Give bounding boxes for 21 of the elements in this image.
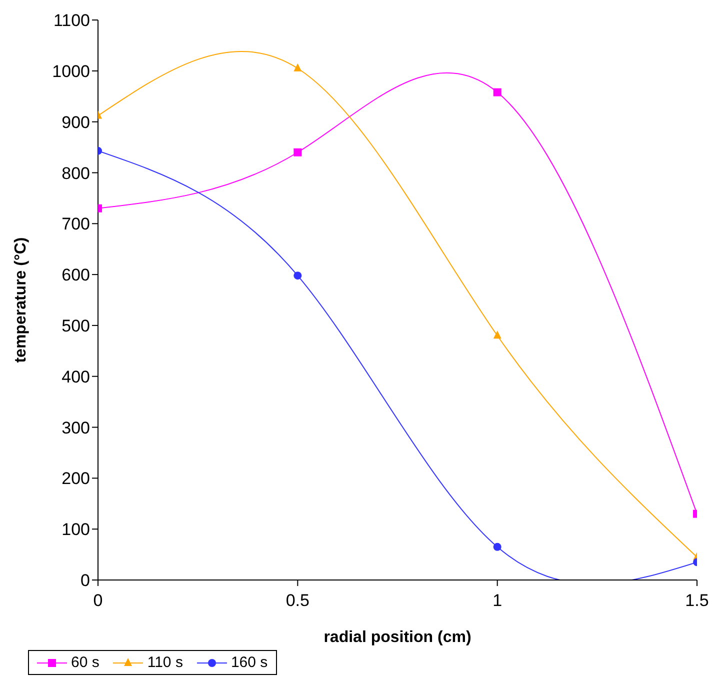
legend-label: 110 s bbox=[146, 654, 183, 671]
y-tick-label: 100 bbox=[62, 520, 90, 540]
x-tick-label: 0.5 bbox=[286, 591, 310, 610]
y-tick-label: 800 bbox=[62, 164, 90, 183]
y-tick-label: 400 bbox=[62, 367, 90, 386]
x-tick-label: 1.5 bbox=[685, 591, 709, 610]
y-tick-label: 200 bbox=[62, 469, 90, 488]
x-tick-label: 1 bbox=[492, 591, 502, 610]
legend-label: 160 s bbox=[230, 654, 268, 671]
legend-label: 60 s bbox=[70, 654, 100, 671]
y-tick-label: 700 bbox=[62, 214, 90, 234]
y-tick-label: 1000 bbox=[52, 62, 90, 81]
y-tick-label: 0 bbox=[80, 571, 90, 590]
y-tick-label: 900 bbox=[62, 112, 90, 132]
y-tick-label: 500 bbox=[62, 316, 90, 336]
y-tick-label: 1100 bbox=[53, 11, 90, 30]
y-tick-label: 300 bbox=[62, 418, 90, 438]
y-tick-label: 600 bbox=[62, 266, 90, 285]
x-tick-label: 0 bbox=[93, 591, 103, 610]
x-axis-title: radial position (cm) bbox=[324, 629, 472, 646]
y-axis-title: temperature (°C) bbox=[12, 237, 30, 363]
